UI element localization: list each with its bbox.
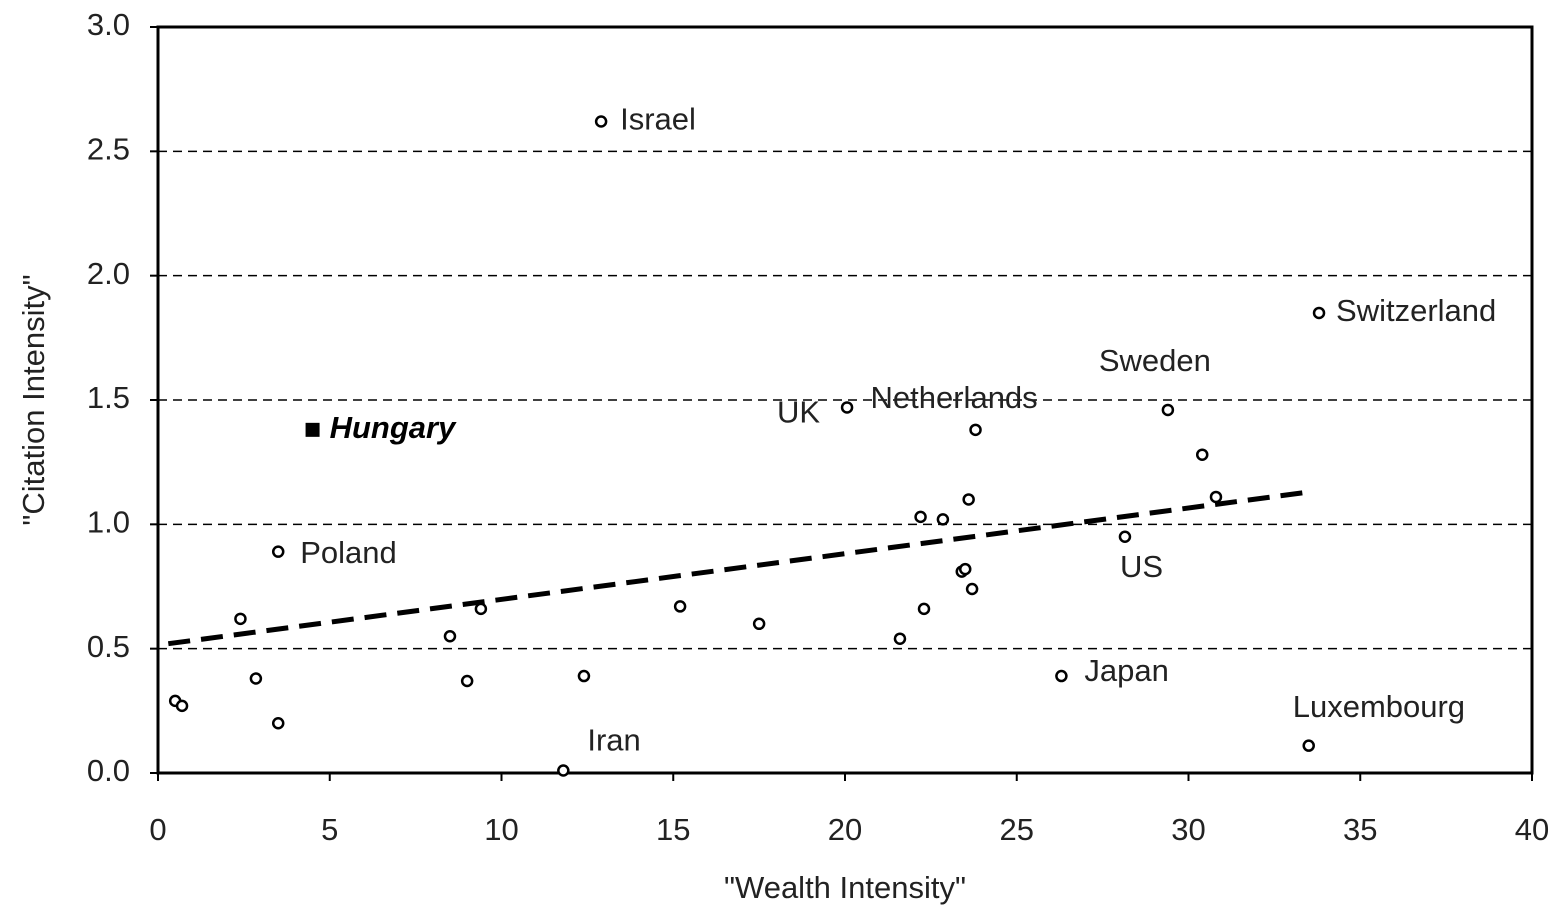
x-tick-label: 30 bbox=[1171, 812, 1205, 847]
point-label: Israel bbox=[620, 102, 696, 137]
data-point bbox=[893, 632, 907, 645]
y-tick-label: 1.5 bbox=[87, 380, 130, 415]
point-label: Sweden bbox=[1099, 343, 1211, 378]
point-label: Netherlands bbox=[871, 380, 1038, 415]
x-tick-label: 25 bbox=[1000, 812, 1034, 847]
data-point bbox=[175, 699, 189, 713]
data-point bbox=[305, 422, 320, 437]
y-tick-label: 1.0 bbox=[87, 505, 130, 540]
x-axis-label: "Wealth Intensity" bbox=[724, 870, 966, 905]
point-label: US bbox=[1120, 549, 1163, 584]
point-label: Iran bbox=[587, 723, 640, 758]
data-point bbox=[460, 674, 474, 688]
data-point bbox=[965, 582, 979, 596]
y-tick-label: 2.5 bbox=[87, 132, 130, 167]
data-point bbox=[557, 764, 570, 777]
x-tick-label: 35 bbox=[1343, 812, 1377, 847]
x-tick-label: 5 bbox=[321, 812, 338, 847]
data-point bbox=[958, 562, 972, 576]
point-label: Japan bbox=[1084, 653, 1168, 688]
y-tick-label: 2.0 bbox=[87, 256, 130, 291]
y-axis-label: "Citation Intensity" bbox=[16, 274, 51, 525]
point-label: Hungary bbox=[330, 410, 458, 445]
data-point bbox=[914, 510, 927, 524]
data-point bbox=[1161, 403, 1175, 417]
point-label: Luxembourg bbox=[1293, 689, 1465, 724]
data-point bbox=[474, 602, 488, 616]
data-point bbox=[443, 629, 457, 643]
point-label: Switzerland bbox=[1336, 293, 1496, 328]
data-point bbox=[1055, 669, 1068, 683]
data-point bbox=[752, 617, 766, 631]
data-point bbox=[1209, 490, 1223, 504]
trend-line bbox=[167, 489, 1310, 647]
plot-frame bbox=[156, 25, 1534, 775]
data-point bbox=[840, 401, 854, 414]
data-point bbox=[249, 672, 263, 685]
data-point bbox=[917, 602, 931, 616]
y-tick-label: 0.0 bbox=[87, 753, 130, 788]
data-point bbox=[1195, 448, 1209, 461]
point-label: Poland bbox=[300, 535, 397, 570]
data-point bbox=[577, 669, 591, 683]
data-point bbox=[673, 600, 687, 613]
point-label: UK bbox=[777, 395, 820, 430]
data-point bbox=[271, 717, 285, 730]
data-point bbox=[1302, 739, 1315, 752]
data-point bbox=[594, 115, 608, 128]
x-tick-label: 0 bbox=[149, 812, 166, 847]
data-point bbox=[1312, 306, 1326, 320]
x-tick-label: 15 bbox=[656, 812, 690, 847]
x-tick-label: 10 bbox=[484, 812, 518, 847]
data-point bbox=[234, 612, 247, 626]
data-point bbox=[962, 493, 975, 506]
data-point bbox=[936, 513, 950, 526]
y-tick-label: 0.5 bbox=[87, 629, 130, 664]
data-point bbox=[969, 423, 982, 437]
data-point bbox=[1118, 530, 1132, 544]
x-tick-label: 40 bbox=[1515, 812, 1549, 847]
data-point bbox=[271, 545, 285, 558]
y-tick-label: 3.0 bbox=[87, 7, 130, 42]
x-tick-label: 20 bbox=[828, 812, 862, 847]
